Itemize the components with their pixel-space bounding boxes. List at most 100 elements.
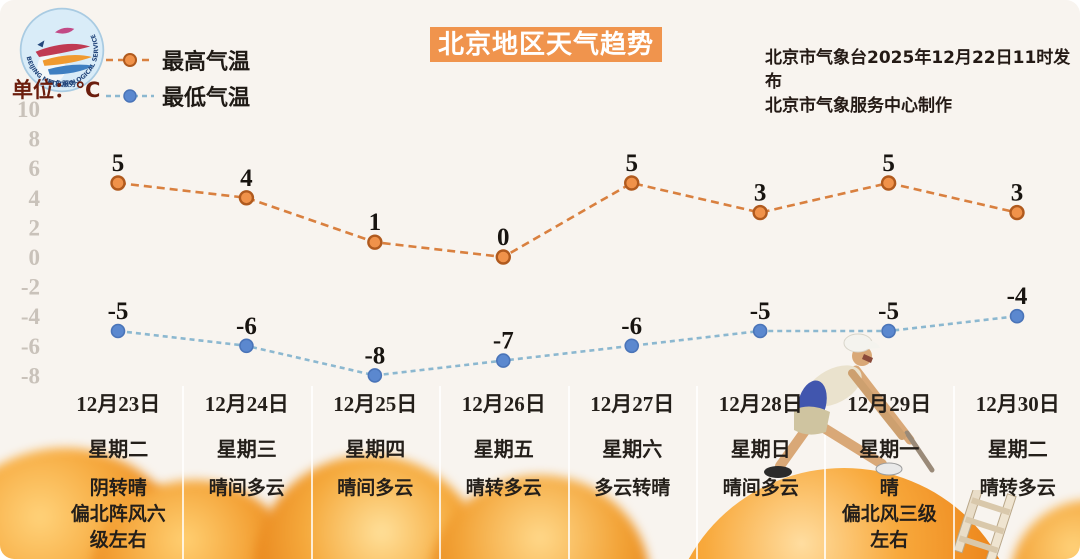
y-axis-tick: 2 xyxy=(29,215,41,240)
day-column: 12月30日 星期二 晴转多云 xyxy=(954,388,1080,553)
low-temp-value: -5 xyxy=(108,298,129,325)
day-column: 12月29日 星期一 晴 偏北风三级 左右 xyxy=(825,388,954,553)
day-condition: 晴转多云 xyxy=(465,477,542,499)
beijing-meteorological-service-logo: BEIJING METEOROLOGICAL SERVICE 气象服务 xyxy=(19,7,105,93)
low-temp-point xyxy=(624,338,640,354)
y-axis-tick: -8 xyxy=(21,363,40,388)
low-temp-point xyxy=(239,338,254,354)
column-separator xyxy=(567,386,570,559)
day-condition: 晴间多云 xyxy=(722,477,799,499)
day-column: 12月28日 星期日 晴间多云 xyxy=(697,388,826,553)
day-date: 12月24日 xyxy=(204,392,289,416)
issued-line1: 北京市气象台2025年12月22日11时发布 xyxy=(765,48,1071,92)
y-axis-tick: -4 xyxy=(21,304,41,329)
day-date: 12月29日 xyxy=(847,392,932,416)
day-weekday: 星期六 xyxy=(602,437,663,461)
day-condition: 阴转晴 偏北阵风六 级左右 xyxy=(70,477,166,551)
day-date: 12月25日 xyxy=(333,392,418,416)
low-temp-line xyxy=(117,314,1018,377)
high-temp-point xyxy=(495,249,511,265)
high-temp-point xyxy=(110,175,126,191)
low-temp-point xyxy=(752,323,768,339)
high-temp-value: 3 xyxy=(754,180,767,207)
low-temp-legend-marker-icon xyxy=(106,89,154,103)
low-temp-point xyxy=(367,368,383,383)
low-temp-value: -8 xyxy=(364,342,385,369)
issued-line2: 北京市气象服务中心制作 xyxy=(765,96,952,116)
day-weekday: 星期二 xyxy=(987,437,1048,461)
column-separator xyxy=(310,386,313,559)
y-axis-tick: 10 xyxy=(17,97,40,122)
high-temp-value: 5 xyxy=(112,150,125,177)
low-temp-value: -6 xyxy=(621,313,642,340)
low-temp-value: -6 xyxy=(236,313,257,340)
low-temp-point xyxy=(110,323,126,339)
column-separator xyxy=(695,386,698,559)
day-weekday: 星期三 xyxy=(216,437,277,461)
column-separator xyxy=(439,386,442,559)
day-condition: 晴间多云 xyxy=(208,477,285,499)
day-date: 12月27日 xyxy=(590,392,675,416)
legend-item-high: 最高气温 xyxy=(106,42,250,78)
low-temp-value: -5 xyxy=(878,298,899,325)
logo-bottom-text: 气象服务 xyxy=(47,79,77,88)
day-column: 12月23日 星期二 阴转晴 偏北阵风六 级左右 xyxy=(54,388,183,553)
day-date: 12月26日 xyxy=(461,392,546,416)
high-temp-point xyxy=(367,234,383,250)
column-separator xyxy=(182,386,185,559)
day-column: 12月25日 星期四 晴间多云 xyxy=(311,388,440,553)
day-condition: 晴转多云 xyxy=(979,477,1056,499)
low-temp-point xyxy=(881,323,896,339)
page-title: 北京地区天气趋势 xyxy=(430,27,662,62)
day-weekday: 星期日 xyxy=(730,437,791,461)
day-condition: 晴 偏北风三级 左右 xyxy=(841,477,937,551)
day-weekday: 星期一 xyxy=(859,437,920,461)
legend-label-high: 最高气温 xyxy=(162,50,251,75)
high-temp-value: 5 xyxy=(625,150,638,177)
day-column: 12月26日 星期五 晴转多云 xyxy=(440,388,569,553)
day-weekday: 星期四 xyxy=(345,437,406,461)
low-temp-point xyxy=(495,353,511,368)
high-temp-point xyxy=(752,204,768,221)
high-temp-point xyxy=(880,175,897,191)
high-temp-value: 4 xyxy=(240,165,253,192)
high-temp-point xyxy=(624,175,640,191)
legend-label-low: 最低气温 xyxy=(162,86,251,111)
day-condition: 多云转晴 xyxy=(594,477,671,499)
low-temp-point xyxy=(1009,308,1025,324)
day-weekday: 星期五 xyxy=(473,437,534,461)
y-axis-tick: 6 xyxy=(29,156,41,181)
high-temp-legend-marker-icon xyxy=(106,53,154,67)
y-axis-tick: -2 xyxy=(21,275,40,300)
issuer-info: 北京市气象台2025年12月22日11时发布 北京市气象服务中心制作 xyxy=(765,46,1080,118)
day-date: 12月23日 xyxy=(76,392,161,416)
miniature-man-figure-image xyxy=(764,333,935,478)
high-temp-value: 5 xyxy=(882,150,895,177)
y-axis-tick: -6 xyxy=(21,334,40,359)
y-axis-tick: 8 xyxy=(29,127,41,152)
day-column: 12月27日 星期六 多云转晴 xyxy=(568,388,697,553)
column-separator xyxy=(824,386,827,559)
y-axis-tick: 4 xyxy=(29,186,41,211)
day-column: 12月24日 星期三 晴间多云 xyxy=(183,388,312,553)
unit-label: 单位：℃ xyxy=(12,78,101,102)
low-temp-value: -4 xyxy=(1007,283,1028,310)
high-temp-value: 1 xyxy=(369,209,382,236)
legend-item-low: 最低气温 xyxy=(106,78,250,114)
high-temp-point xyxy=(1009,204,1025,221)
low-temp-value: -5 xyxy=(750,298,771,325)
ladder-image xyxy=(952,490,1017,559)
low-temp-value: -7 xyxy=(493,328,514,355)
day-condition: 晴间多云 xyxy=(337,477,414,499)
high-temp-line xyxy=(117,181,1018,259)
high-temp-point xyxy=(238,190,255,206)
column-separator xyxy=(952,386,955,559)
chart-legend: 最高气温 最低气温 xyxy=(106,42,250,114)
day-weekday: 星期二 xyxy=(88,437,149,461)
day-date: 12月30日 xyxy=(975,392,1060,416)
high-temp-value: 0 xyxy=(497,224,510,251)
high-temp-value: 3 xyxy=(1011,180,1024,207)
day-date: 12月28日 xyxy=(718,392,803,416)
